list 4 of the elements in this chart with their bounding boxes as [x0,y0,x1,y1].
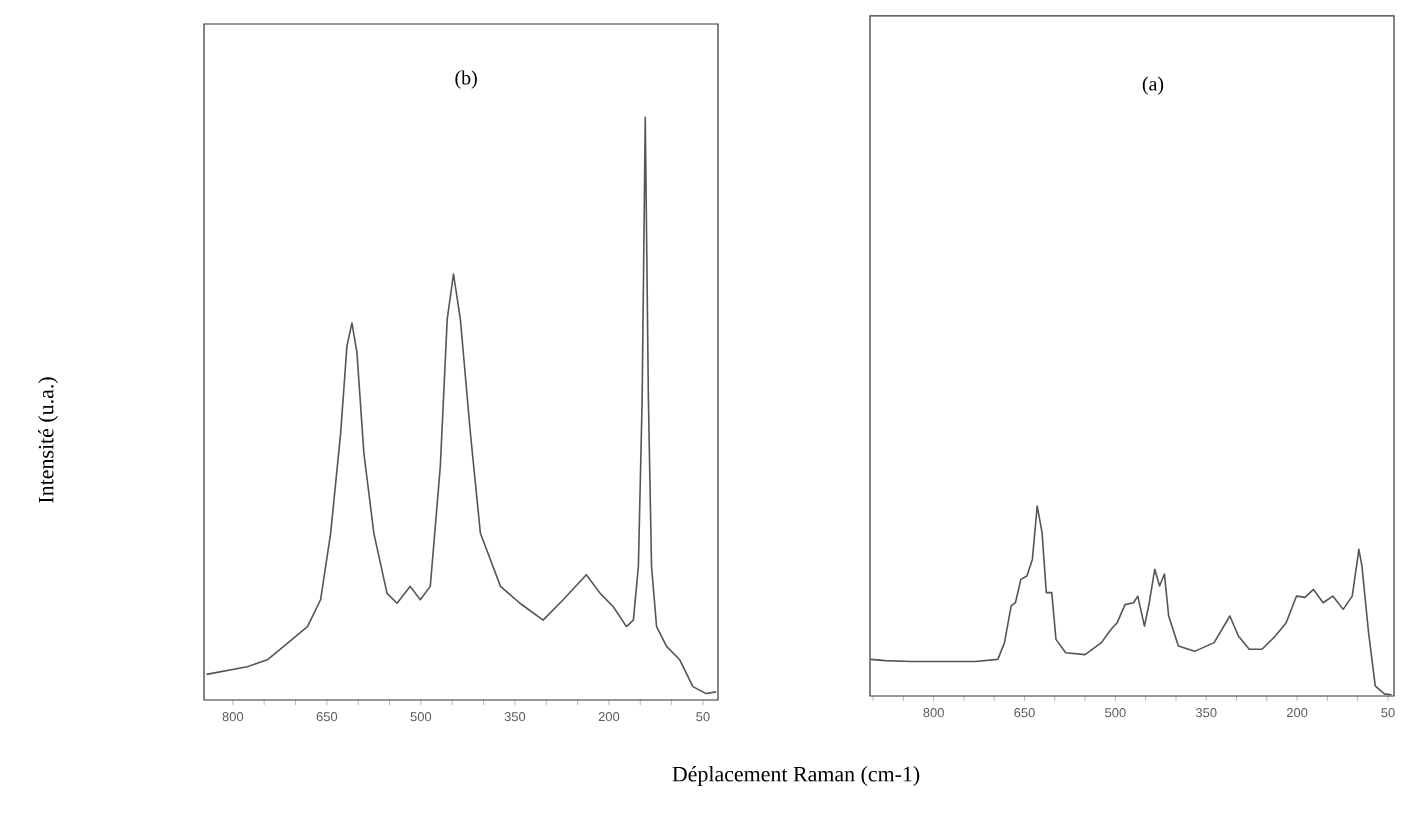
chart-title: (a) [1142,76,1164,95]
chart-title: (b) [455,70,477,89]
x-axis-title: Déplacement Raman (cm-1) [672,766,920,786]
y-axis-title: Intensité (u.a.) [38,377,58,503]
